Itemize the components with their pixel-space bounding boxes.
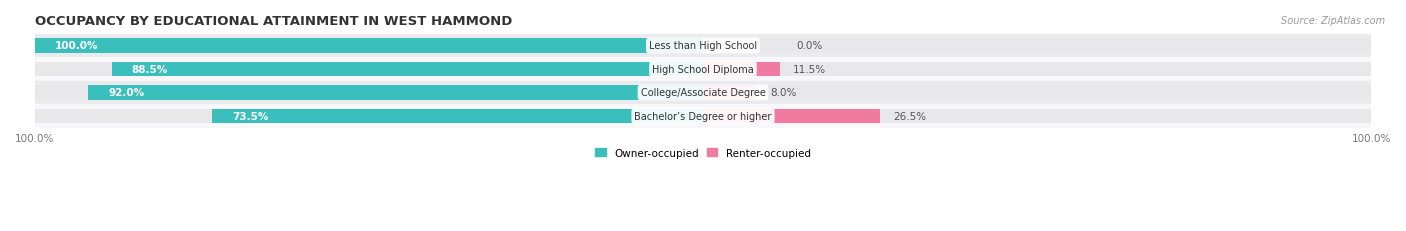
Bar — [111, 62, 703, 77]
Text: High School Diploma: High School Diploma — [652, 65, 754, 75]
Bar — [35, 105, 1371, 128]
Legend: Owner-occupied, Renter-occupied: Owner-occupied, Renter-occupied — [591, 144, 815, 162]
Text: 88.5%: 88.5% — [132, 65, 167, 75]
Text: 100.0%: 100.0% — [55, 41, 98, 51]
Text: OCCUPANCY BY EDUCATIONAL ATTAINMENT IN WEST HAMMOND: OCCUPANCY BY EDUCATIONAL ATTAINMENT IN W… — [35, 15, 512, 28]
Text: 0.0%: 0.0% — [797, 41, 823, 51]
Bar — [35, 86, 1371, 100]
Text: Less than High School: Less than High School — [650, 41, 756, 51]
Text: Bachelor’s Degree or higher: Bachelor’s Degree or higher — [634, 111, 772, 121]
Bar — [212, 109, 703, 124]
Bar — [703, 62, 780, 77]
Text: College/Associate Degree: College/Associate Degree — [641, 88, 765, 98]
Bar — [35, 39, 1371, 54]
Bar — [703, 86, 756, 100]
Bar — [35, 39, 703, 54]
Text: 26.5%: 26.5% — [893, 111, 927, 121]
Bar — [35, 58, 1371, 81]
Text: 73.5%: 73.5% — [232, 111, 269, 121]
Text: Source: ZipAtlas.com: Source: ZipAtlas.com — [1281, 16, 1385, 26]
Bar — [89, 86, 703, 100]
Bar — [35, 81, 1371, 105]
Bar — [703, 109, 880, 124]
Bar — [35, 35, 1371, 58]
Bar — [35, 62, 1371, 77]
Text: 92.0%: 92.0% — [108, 88, 145, 98]
Text: 8.0%: 8.0% — [770, 88, 796, 98]
Bar — [35, 109, 1371, 124]
Text: 11.5%: 11.5% — [793, 65, 827, 75]
